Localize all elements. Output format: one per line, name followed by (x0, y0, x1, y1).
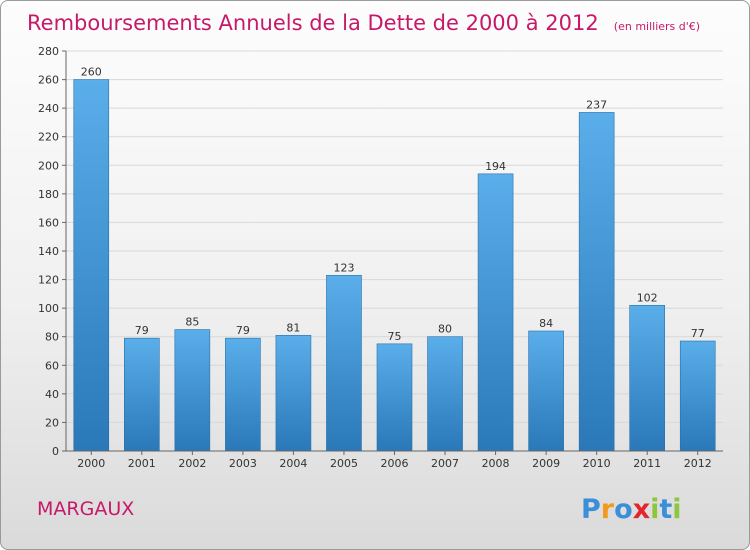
data-labels: 260 79 85 79 81 123 75 80 194 84 237 102 77 (81, 66, 705, 343)
y-tick-label: 120 (38, 274, 59, 287)
data-label-2000: 260 (81, 66, 102, 79)
x-tick-label-2001: 2001 (128, 457, 156, 470)
y-tick-label: 240 (38, 102, 59, 115)
logo-letter: P (581, 494, 601, 525)
y-tick-label: 0 (52, 445, 59, 458)
bar-2003 (225, 337, 261, 452)
y-tick-label: 260 (38, 74, 59, 87)
bar-2006 (376, 343, 413, 452)
bar-2010 (578, 112, 615, 452)
y-tick-label: 180 (38, 188, 59, 201)
y-tick-label: 100 (38, 302, 59, 315)
city-name: MARGAUX (37, 498, 134, 520)
x-axis-ticks: 2000 2001 2002 2003 2004 2005 2006 2007 2008 2009… (77, 451, 712, 470)
data-label-2005: 123 (333, 261, 354, 274)
x-tick-label-2006: 2006 (381, 457, 409, 470)
data-label-2001: 79 (135, 324, 149, 337)
logo-letter: t (659, 494, 672, 525)
bar-2005 (326, 274, 362, 452)
data-label-2012: 77 (691, 327, 705, 340)
y-tick-label: 160 (38, 216, 59, 229)
x-tick-label-2010: 2010 (583, 457, 611, 470)
logo-letter: x (633, 494, 650, 525)
chart-title-unit: (en milliers d'€) (614, 20, 700, 33)
bars (73, 79, 716, 452)
y-tick-label: 40 (45, 388, 59, 401)
x-tick-label-2011: 2011 (633, 457, 661, 470)
y-tick-label: 220 (38, 131, 59, 144)
bar-2002 (174, 329, 211, 452)
y-tick-label: 60 (45, 359, 59, 372)
bar-2007 (427, 336, 463, 452)
x-tick-label-2002: 2002 (178, 457, 206, 470)
data-label-2006: 75 (388, 330, 402, 343)
x-tick-label-2004: 2004 (279, 457, 307, 470)
chart-title-main: Remboursements Annuels de la Dette de 20… (27, 11, 599, 35)
x-tick-label-2000: 2000 (77, 457, 105, 470)
data-label-2003: 79 (236, 324, 250, 337)
y-tick-label: 80 (45, 331, 59, 344)
bar-2012 (679, 340, 716, 452)
logo-letter: i (672, 494, 681, 525)
x-tick-label-2008: 2008 (482, 457, 510, 470)
chart-title: Remboursements Annuels de la Dette de 20… (27, 11, 700, 35)
bar-2000 (73, 79, 110, 452)
logo-letter: o (614, 494, 633, 525)
data-label-2007: 80 (438, 323, 452, 336)
bar-2004 (275, 334, 312, 452)
bar-2001 (124, 337, 160, 452)
logo-letter: r (601, 494, 615, 525)
x-tick-label-2005: 2005 (330, 457, 358, 470)
data-label-2010: 237 (586, 98, 607, 111)
logo-letter: i (650, 494, 659, 525)
data-label-2004: 81 (286, 321, 300, 334)
y-tick-label: 280 (38, 45, 59, 58)
data-label-2011: 102 (637, 291, 658, 304)
proxiti-logo: Proxiti (581, 494, 682, 525)
y-tick-label: 20 (45, 416, 59, 429)
data-label-2008: 194 (485, 160, 506, 173)
grid-lines (66, 50, 723, 423)
y-axis-ticks: 0 20 40 60 80 100 120 140 160 180 200 220 240 260 280 (38, 45, 66, 458)
y-tick-label: 200 (38, 159, 59, 172)
x-tick-label-2009: 2009 (532, 457, 560, 470)
x-tick-label-2007: 2007 (431, 457, 459, 470)
bar-2011 (629, 304, 665, 452)
bar-2009 (528, 330, 564, 452)
y-tick-label: 140 (38, 245, 59, 258)
x-tick-label-2012: 2012 (684, 457, 712, 470)
bar-2008 (477, 173, 514, 452)
data-label-2002: 85 (185, 316, 199, 329)
x-tick-label-2003: 2003 (229, 457, 257, 470)
data-label-2009: 84 (539, 317, 553, 330)
